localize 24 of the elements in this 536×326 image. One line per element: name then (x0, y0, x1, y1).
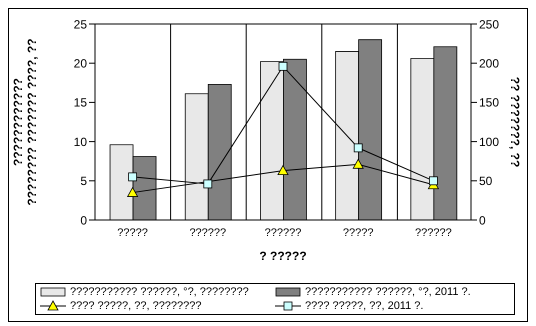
y2-tick-label: 200 (479, 56, 500, 70)
y-tick-label: 10 (74, 134, 88, 149)
y-axis-title: ???????????? ???????? ??????? ????, ?? (11, 38, 39, 206)
y2-tick-label: 50 (479, 174, 493, 188)
x-axis-title: ? ????? (259, 249, 307, 263)
y2-tick-label: 100 (479, 134, 500, 149)
legend-label: ???? ?????, ??, 2011 ?. (305, 300, 424, 312)
y2-tick-label: 0 (479, 213, 486, 228)
y2-axis-title: ?? ???????, ?? (508, 76, 522, 168)
x-tick-label: ?????? (415, 226, 452, 239)
x-tick-label: ?????? (189, 226, 226, 239)
y-tick-label: 15 (74, 96, 88, 110)
y-tick-label: 0 (80, 213, 88, 228)
y2-tick-label: 150 (479, 96, 500, 110)
y-tick-label: 20 (74, 56, 88, 70)
x-tick-label: ????? (342, 226, 374, 239)
legend-label: ??????????? ??????, °?, ???????? (70, 286, 249, 298)
y-tick-label: 5 (80, 174, 88, 188)
y-tick-label: 25 (74, 17, 88, 32)
x-tick-label: ????? (117, 226, 148, 239)
legend-label: ???? ?????, ??, ???????? (70, 300, 202, 312)
legend-label: ??????????? ??????, °?, 2011 ?. (305, 286, 471, 298)
x-tick-label: ?????? (264, 226, 302, 239)
y2-tick-label: 250 (479, 17, 500, 32)
